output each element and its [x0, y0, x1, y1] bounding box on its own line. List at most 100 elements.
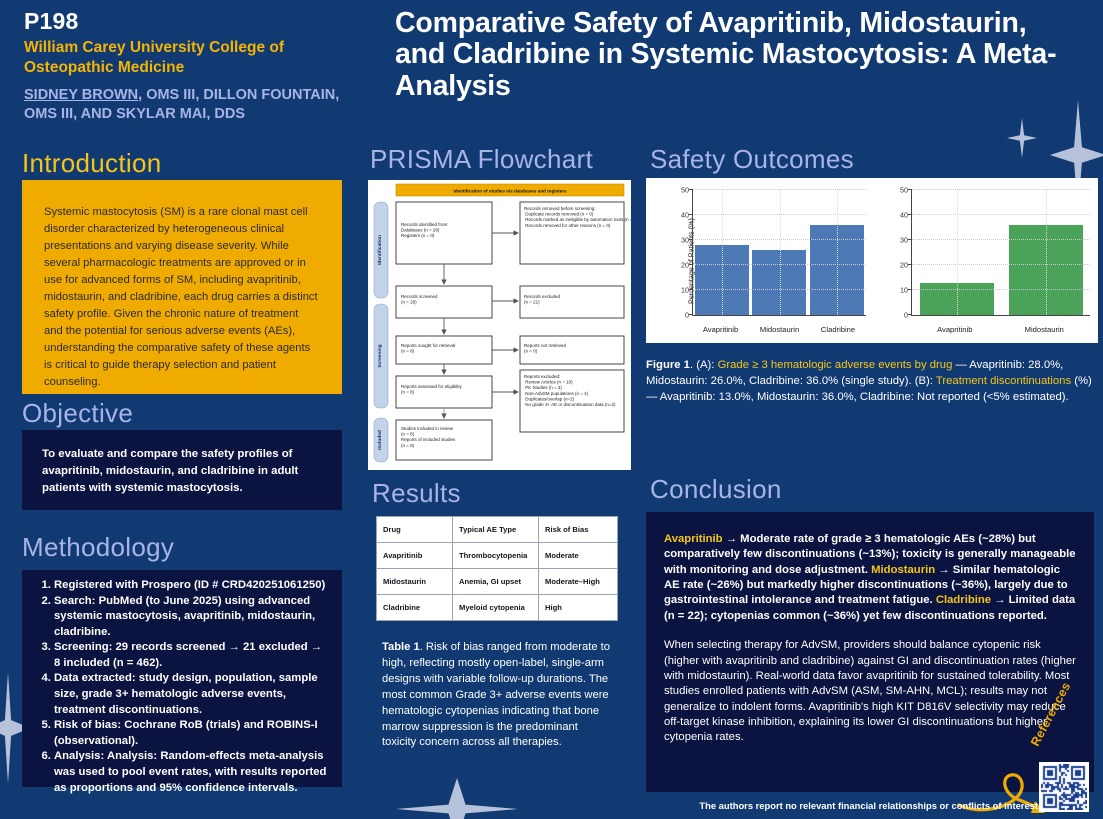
figure-b-prefix: (B):: [914, 374, 933, 387]
chart-y-tick-label: 50: [681, 185, 689, 195]
svg-text:Reports excluded: Review Art: Reports excluded: Review Articles (n = 1…: [524, 374, 616, 407]
table-cell: Avapritinib: [376, 542, 453, 569]
methodology-item: Risk of bias: Cochrane RoB (trials) and …: [54, 718, 328, 749]
poster-id: P198: [24, 8, 79, 34]
chart-y-tick-label: 40: [681, 210, 689, 220]
figure-a-rest: — Avapritinib: 28.0%, Midostaurin: 26.0%…: [646, 359, 1064, 387]
chart-a-plot: 0 10 20 30 40 50: [681, 186, 866, 320]
table-caption: Table 1. Risk of bias ranged from modera…: [382, 640, 614, 751]
chart-panel-b: 0 10 20 30 40 50 Avapritinib Midostaurin: [874, 178, 1098, 343]
chart-vertical-gridline: [837, 190, 839, 315]
chart-b-plot: 0 10 20 30 40 50: [900, 186, 1090, 320]
figure-a-highlight: Grade ≥ 3 hematologic adverse events by …: [717, 359, 953, 371]
chart-gridline: [912, 239, 1090, 240]
chart-y-tick-mark: [689, 189, 693, 190]
chart-gridline: [693, 189, 866, 190]
introduction-body: Systemic mastocytosis (SM) is a rare clo…: [44, 206, 318, 389]
affiliation: William Carey University College of Oste…: [24, 39, 284, 76]
table-cell: Cladribine: [376, 594, 453, 621]
objective-box: To evaluate and compare the safety profi…: [22, 430, 342, 510]
chart-y-tick-label: 0: [685, 310, 689, 320]
chart-y-tick-mark: [908, 289, 912, 290]
svg-text:Records excluded(n = 21): Records excluded (n = 21): [524, 294, 561, 305]
svg-text:Records removed before screeni: Records removed before screening: Duplic…: [524, 206, 631, 228]
figure-a-prefix: . (A):: [689, 359, 715, 371]
table-column-header: Risk of Bias: [538, 516, 618, 543]
conclusion-drug-text: → Moderate rate of grade ≥ 3 hematologic…: [664, 533, 1076, 576]
chart-gridline: [912, 289, 1090, 290]
chart-vertical-gridline: [956, 190, 958, 315]
conclusion-paragraph-2: When selecting therapy for AdvSM, provid…: [664, 639, 1076, 744]
table-cell: Thrombocytopenia: [452, 542, 539, 569]
left-column: P198 William Carey University College of…: [0, 0, 362, 819]
objective-body: To evaluate and compare the safety profi…: [42, 448, 299, 495]
methodology-box: Registered with Prospero (ID # CRD420251…: [22, 570, 342, 794]
author-list: SIDNEY BROWN, OMS III, DILLON FOUNTAIN, …: [24, 86, 354, 125]
chart-gridline: [912, 214, 1090, 215]
conclusion-drug-lines: Avapritinib → Moderate rate of grade ≥ 3…: [664, 532, 1076, 624]
chart-a-xlabels: Avapritinib Midostaurin Cladribine: [692, 325, 866, 334]
chart-y-tick-mark: [689, 264, 693, 265]
methodology-heading: Methodology: [22, 532, 175, 562]
chart-y-tick-mark: [689, 214, 693, 215]
conclusion-heading: Conclusion: [650, 474, 782, 504]
table-cell: High: [538, 594, 618, 621]
page-title: Comparative Safety of Avapritinib, Midos…: [395, 7, 1057, 102]
svg-text:Studies included in review(n =: Studies included in review (n = 8) Reports…: [401, 426, 456, 448]
table-cell: Midostaurin: [376, 568, 453, 595]
table-row: Midostaurin Anemia, GI upset Moderate–High: [376, 568, 618, 595]
chart-gridline: [912, 264, 1090, 265]
chart-vertical-gridline: [721, 190, 723, 315]
chart-vertical-gridline: [1045, 190, 1047, 315]
lead-author: SIDNEY BROWN: [24, 87, 139, 103]
chart-b-bars: [912, 190, 1090, 315]
conclusion-drug-name: Cladribine: [935, 594, 992, 607]
conclusion-drug-text: → Similar hematologic AE rate (~26%) but…: [664, 563, 1068, 607]
chart-x-tick-label: Cladribine: [820, 325, 856, 334]
prisma-heading: PRISMA Flowchart: [370, 144, 593, 174]
chart-panel-a: Percentage of Patients (%) 0 10 20 30 40 50 A…: [646, 178, 874, 343]
safety-outcomes-heading: Safety Outcomes: [650, 144, 854, 174]
svg-text:Records identified from:Databa: Records identified from: Databases (n = 2…: [401, 222, 449, 238]
methodology-item: Data extracted: study design, population…: [54, 671, 328, 718]
conclusion-drug-name: Midostaurin: [871, 563, 936, 576]
table-cell: Myeloid cytopenia: [452, 594, 539, 621]
chart-y-tick-label: 10: [900, 285, 908, 295]
middle-column: PRISMA Flowchart Identification of studi…: [366, 0, 636, 819]
table-caption-body: . Risk of bias ranged from moderate to h…: [382, 641, 610, 749]
introduction-box: Systemic mastocytosis (SM) is a rare clo…: [22, 180, 342, 394]
objective-heading: Objective: [22, 398, 134, 428]
svg-text:Reports assessed for eligibili: Reports assessed for eligibility (n = 8): [401, 384, 463, 395]
chart-y-tick-label: 40: [900, 210, 908, 220]
chart-bar: [810, 225, 865, 315]
svg-text:Screening: Screening: [377, 344, 383, 367]
qr-code[interactable]: [1039, 762, 1089, 812]
conclusion-drug-name: Avapritinib: [664, 533, 723, 545]
methodology-item: Registered with Prospero (ID # CRD420251…: [54, 578, 328, 594]
chart-y-tick-label: 50: [900, 185, 908, 195]
chart-x-tick-label: Avapritinib: [937, 325, 973, 334]
table-cell: Moderate–High: [538, 568, 618, 595]
chart-bar: [752, 250, 807, 315]
table-column-header: Drug: [376, 516, 453, 543]
results-heading: Results: [372, 478, 461, 508]
figure-label: Figure 1: [646, 359, 690, 371]
table-caption-label: Table 1: [382, 641, 420, 653]
introduction-heading: Introduction: [22, 148, 162, 178]
figure-b-highlight: Treatment discontinuations: [935, 374, 1072, 387]
table-header-row: Drug Typical AE Type Risk of Bias: [376, 516, 618, 543]
table-row: Cladribine Myeloid cytopenia High: [376, 594, 618, 621]
safety-charts: Percentage of Patients (%) 0 10 20 30 40 50 A…: [646, 178, 1098, 343]
chart-y-tick-mark: [689, 239, 693, 240]
chart-x-tick-label: Midostaurin: [1024, 325, 1064, 334]
svg-text:Identification of studies via: Identification of studies via databases …: [453, 189, 567, 194]
conclusion-box: Avapritinib → Moderate rate of grade ≥ 3…: [646, 512, 1094, 792]
chart-y-tick-mark: [908, 264, 912, 265]
chart-b-xlabels: Avapritinib Midostaurin: [911, 325, 1090, 334]
table-cell: Moderate: [538, 542, 618, 569]
methodology-item: Analysis: Analysis: Random-effects meta-…: [54, 749, 328, 796]
methodology-item: Screening: 29 records screened → 21 excl…: [54, 640, 328, 671]
table-cell: Anemia, GI upset: [452, 568, 539, 595]
disclosure-text: The authors report no relevant financial…: [699, 800, 1041, 811]
